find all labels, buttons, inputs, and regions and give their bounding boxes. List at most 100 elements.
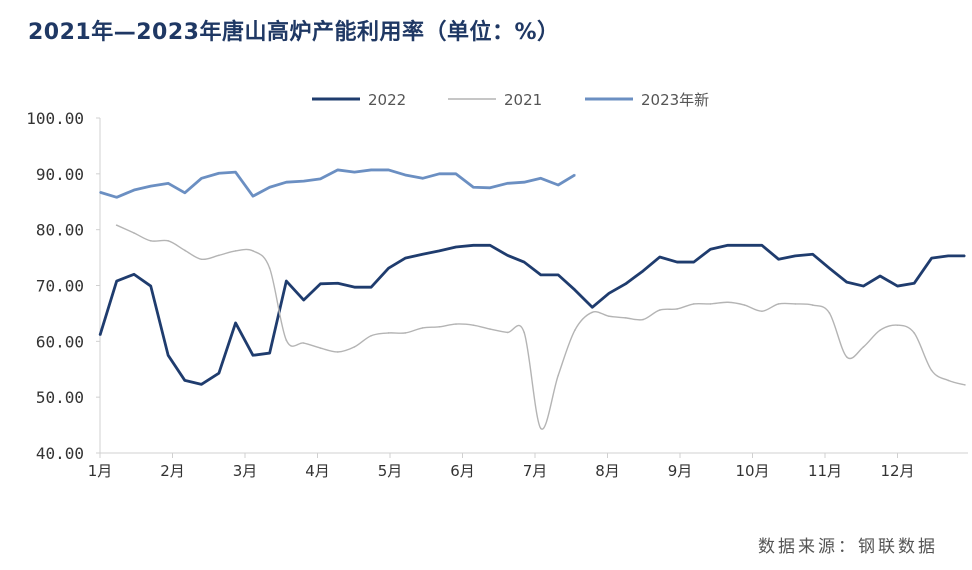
source-note: 数据来源：钢联数据 (758, 537, 938, 557)
data-point-2021 (879, 329, 881, 331)
data-point-2022 (913, 282, 915, 285)
axes: 40.00 50.00 60.00 70.00 80.00 90.00 100.00 1月 2月… (26, 109, 968, 480)
data-point-2023年新 (387, 169, 390, 171)
data-point-2023年新 (489, 186, 491, 189)
data-point-2022 (761, 244, 763, 247)
x-tick-label: 4月 (305, 462, 330, 480)
data-point-2023年新 (133, 189, 135, 191)
data-point-2023年新 (523, 181, 525, 184)
data-point-2021 (387, 332, 390, 334)
data-point-2021 (574, 329, 576, 331)
data-point-2021 (319, 347, 322, 349)
data-point-2021 (252, 250, 254, 252)
data-point-2022 (455, 246, 457, 248)
data-point-2023年新 (200, 177, 203, 180)
data-point-2021 (489, 328, 491, 330)
x-tick-label: 2月 (160, 462, 185, 480)
data-point-2023年新 (218, 172, 220, 175)
data-point-2021 (862, 346, 865, 348)
data-point-2022 (404, 257, 407, 259)
data-point-2022 (489, 244, 491, 247)
data-point-2021 (404, 332, 407, 334)
data-point-2022 (149, 285, 152, 287)
data-point-2022 (879, 275, 881, 277)
data-point-2023年新 (337, 169, 339, 171)
data-point-2021 (964, 384, 966, 386)
y-tick-label: 60.00 (36, 332, 84, 351)
data-point-2021 (692, 303, 695, 305)
data-point-2021 (828, 312, 831, 314)
data-point-2023年新 (167, 182, 169, 185)
data-point-2023年新 (438, 173, 441, 175)
data-point-2021 (337, 351, 339, 353)
data-point-2023年新 (99, 191, 101, 194)
data-point-2022 (184, 379, 186, 382)
data-point-2022 (828, 267, 831, 269)
data-point-2023年新 (506, 182, 509, 185)
data-point-2023年新 (557, 184, 559, 186)
x-tick-label: 8月 (595, 462, 620, 480)
data-point-2022 (676, 261, 678, 263)
y-tick-label: 40.00 (36, 444, 84, 463)
data-point-2021 (268, 267, 271, 269)
data-point-2021 (676, 308, 678, 310)
data-point-2021 (455, 323, 457, 325)
x-tick-label: 9月 (668, 462, 693, 480)
data-point-2022 (862, 285, 865, 287)
data-point-2021 (184, 249, 186, 252)
data-point-2022 (133, 273, 135, 276)
data-point-2022 (472, 244, 475, 247)
data-point-2022 (234, 322, 237, 324)
y-tick-label: 90.00 (36, 165, 84, 184)
data-point-2022 (387, 267, 390, 269)
data-point-2023年新 (285, 181, 288, 184)
data-point-2022 (709, 248, 712, 251)
series-line-2023年新 (99, 168, 576, 199)
y-tick-label: 100.00 (26, 109, 84, 128)
data-point-2022 (947, 255, 950, 257)
data-point-2022 (930, 257, 933, 259)
y-tick-label: 50.00 (36, 388, 84, 407)
data-point-2022 (506, 254, 509, 257)
data-point-2021 (421, 327, 424, 329)
data-point-2021 (811, 304, 814, 306)
data-point-2021 (658, 309, 661, 311)
data-point-2022 (421, 253, 424, 256)
y-tick-label: 80.00 (36, 221, 84, 240)
data-point-2021 (167, 240, 169, 242)
data-point-2022 (658, 256, 661, 258)
data-point-2021 (591, 311, 594, 314)
legend-label: 2023年新 (641, 91, 709, 109)
data-point-2022 (115, 280, 118, 282)
x-tick-label: 10月 (735, 462, 769, 480)
data-point-2022 (438, 250, 441, 252)
data-point-2023年新 (319, 178, 322, 180)
data-point-2021 (472, 324, 475, 326)
data-point-2022 (743, 244, 746, 247)
data-point-2021 (133, 232, 135, 234)
x-tick-label: 11月 (808, 462, 842, 480)
data-point-2022 (608, 292, 610, 295)
data-point-2021 (370, 334, 372, 337)
data-point-2022 (337, 282, 339, 285)
data-point-2021 (913, 332, 915, 334)
data-point-2021 (234, 250, 237, 252)
data-point-2022 (319, 283, 322, 285)
data-point-2021 (302, 342, 305, 344)
data-point-2021 (743, 304, 746, 306)
data-point-2021 (115, 224, 118, 226)
data-point-2022 (353, 286, 356, 288)
data-point-2022 (200, 383, 203, 386)
data-point-2022 (557, 274, 559, 276)
chart-title: 2021年—2023年唐山高炉产能利用率（单位：%） (28, 20, 560, 45)
data-point-2022 (777, 258, 780, 261)
data-point-2022 (591, 306, 594, 309)
data-point-2023年新 (353, 171, 356, 173)
data-point-2023年新 (455, 173, 457, 175)
legend: 2022 2021 2023年新 (312, 91, 709, 109)
legend-label: 2022 (368, 91, 406, 109)
data-point-2022 (692, 261, 695, 263)
x-tick-label: 3月 (233, 462, 258, 480)
x-tick-label: 7月 (523, 462, 548, 480)
